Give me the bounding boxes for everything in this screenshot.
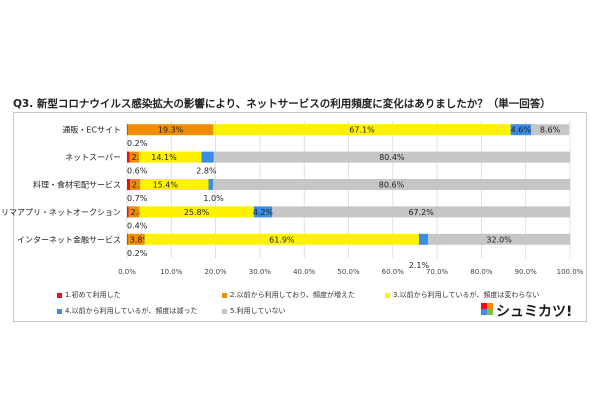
bar-segment: [208, 179, 213, 190]
legend-swatch: [222, 308, 227, 314]
legend-item-not-using: 5.利用していない: [222, 306, 285, 316]
data-label: 19.3%: [158, 126, 184, 135]
legend-item-unchanged: 3.以前から利用しているが、頻度は変わらない: [385, 290, 539, 300]
bar-segment: [127, 124, 128, 136]
bar-segment: [127, 124, 214, 136]
bar-segment: [130, 179, 141, 190]
data-label: 25.8%: [184, 208, 210, 217]
bar-segment: [127, 151, 130, 163]
data-label: 4.6%: [511, 126, 532, 135]
bar-segment: [139, 206, 254, 218]
legend-item-increased: 2.以前から利用しており、頻度が増えた: [222, 290, 355, 300]
bar-segment: [127, 206, 129, 218]
puzzle-logo-icon: [481, 303, 493, 315]
data-label: 8.6%: [540, 126, 561, 135]
x-tick-label: 80.0%: [470, 268, 493, 276]
x-tick-label: 50.0%: [337, 268, 360, 276]
bar-segment: [144, 233, 419, 245]
bar-segment: [201, 151, 214, 163]
legend-swatch: [57, 308, 62, 314]
data-label: 0.2%: [127, 249, 148, 258]
data-label: 80.6%: [379, 181, 405, 190]
category-label: ネットスーパー: [65, 153, 121, 162]
bar-segment: [127, 179, 131, 190]
bar-segment: [212, 179, 570, 190]
category-label: フリマアプリ・ネットオークション: [0, 208, 121, 217]
legend-label: 3.以前から利用しているが、頻度は変わらない: [393, 291, 540, 299]
data-label: 14.1%: [151, 153, 177, 162]
category-label: インターネット金融サービス: [17, 234, 121, 244]
data-label: 3.8%: [130, 235, 151, 244]
bar-segment: [128, 206, 140, 218]
legend-swatch: [57, 292, 62, 298]
bar-segment: [272, 206, 570, 218]
bar-segment: [510, 124, 532, 136]
data-label: 2.1%: [409, 261, 430, 270]
data-label: 32.0%: [486, 235, 512, 244]
bar-segment: [213, 151, 570, 163]
category-label: 通販・ECサイト: [62, 125, 121, 135]
data-label: 1.0%: [203, 194, 224, 203]
logo-text: シュミカツ!: [496, 304, 573, 320]
x-tick-label: 60.0%: [382, 268, 405, 276]
chart-frame: [13, 112, 587, 322]
bar-segment: [213, 124, 511, 136]
category-label: 料理・食材宅配サービス: [33, 180, 121, 190]
data-label: 0.2%: [127, 139, 148, 148]
data-label: 0.6%: [127, 167, 148, 176]
x-tick-label: 90.0%: [515, 268, 538, 276]
bar-segment: [129, 151, 139, 163]
data-label: 15.4%: [153, 181, 179, 190]
bar-segment: [253, 206, 273, 218]
bar-segment: [428, 233, 570, 245]
legend-label: 1.初めて利用した: [65, 291, 121, 299]
legend-label: 4.以前から利用しているが、頻度は減った: [65, 307, 198, 315]
legend-item-first-use: 1.初めて利用した: [57, 290, 121, 300]
data-label: 4.2%: [253, 208, 274, 217]
legend-swatch: [222, 292, 227, 298]
data-label: 61.9%: [269, 235, 295, 244]
x-tick-label: 100.0%: [557, 268, 584, 276]
x-tick-label: 10.0%: [160, 268, 183, 276]
bar-segment: [138, 151, 202, 163]
legend-item-decreased: 4.以前から利用しているが、頻度は減った: [57, 306, 197, 316]
bar-segment: [418, 233, 429, 245]
data-label: 67.1%: [349, 126, 375, 135]
data-label: 67.2%: [408, 208, 434, 217]
legend-label: 2.以前から利用しており、頻度が増えた: [230, 291, 355, 299]
bar-segment: [127, 233, 128, 245]
legend-label: 5.利用していない: [230, 307, 286, 315]
x-tick-label: 40.0%: [293, 268, 316, 276]
bar-segment: [531, 124, 570, 136]
data-label: 0.4%: [127, 221, 148, 230]
x-tick-label: 70.0%: [426, 268, 449, 276]
x-tick-label: 20.0%: [204, 268, 227, 276]
bar-segment: [127, 233, 145, 245]
x-tick-label: 30.0%: [249, 268, 272, 276]
chart-title: Q3. 新型コロナウイルス感染拡大の影響により、ネットサービスの利用頻度に変化は…: [13, 98, 551, 110]
x-tick-label: 0.0%: [118, 268, 136, 276]
legend-swatch: [385, 292, 390, 298]
bar-segment: [140, 179, 209, 190]
data-label: 80.4%: [379, 153, 405, 162]
data-label: 2.8%: [196, 167, 217, 176]
data-label: 0.7%: [127, 194, 148, 203]
